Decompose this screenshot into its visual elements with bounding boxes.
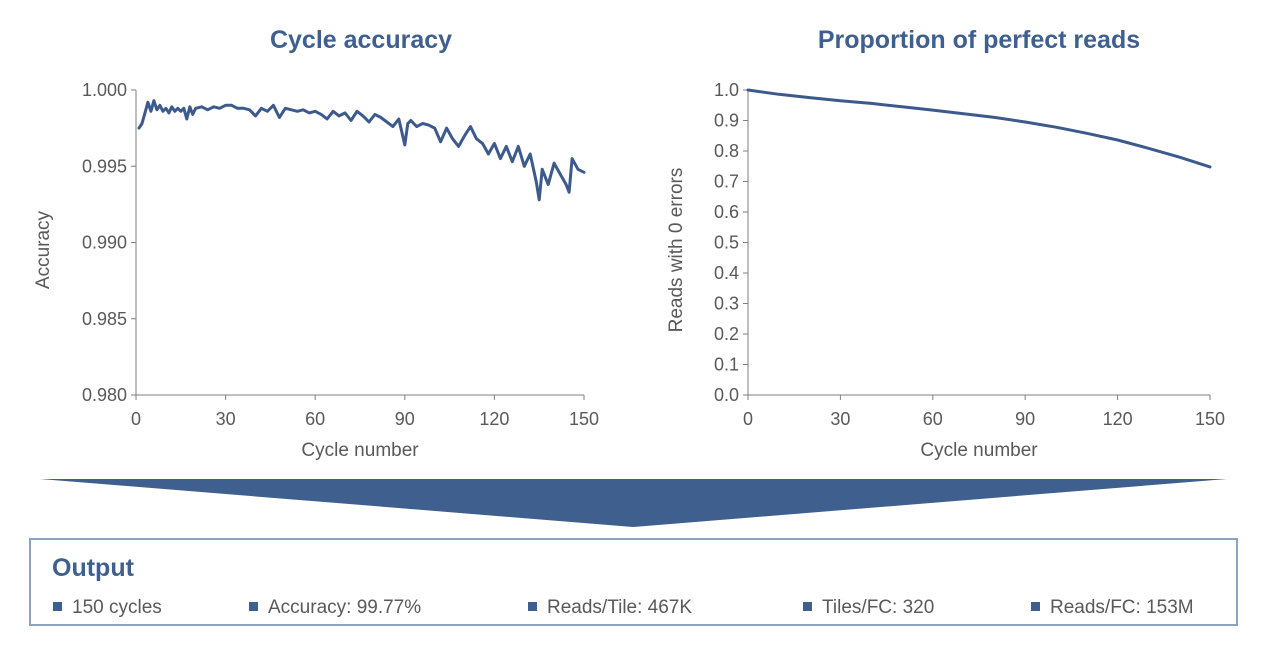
x-tick-label: 90 [1015,409,1035,429]
y-tick-label: 0.2 [714,324,739,344]
series-line [746,88,1212,169]
square-bullet-icon [1031,602,1040,611]
x-tick-label: 150 [1195,409,1225,429]
perfect-reads-chart: 0.0 0.1 0.2 0.3 0.4 0.5 0.6 0.7 0.8 0.9 1.0 0 30 60 90… [666,80,1225,461]
y-tick-label: 0.995 [82,156,127,176]
y-tick-label: 0.3 [714,294,739,314]
output-item-reads-per-fc: Reads/FC: 153M [1031,597,1194,619]
square-bullet-icon [803,602,812,611]
square-bullet-icon [53,602,62,611]
y-tick-label: 1.000 [82,80,127,100]
x-tick-label: 90 [395,409,415,429]
chart-title-perfect-reads: Proportion of perfect reads [817,26,1141,54]
y-tick-label: 0.985 [82,309,127,329]
y-tick-label: 0.990 [82,233,127,253]
square-bullet-icon [528,602,537,611]
y-tick-label: 0.1 [714,355,739,375]
y-tick-label: 0.7 [714,172,739,192]
output-item-label: Accuracy: 99.77% [268,597,422,618]
square-bullet-icon [249,602,258,611]
y-tick-label: 1.0 [714,80,739,100]
output-item-reads-per-tile: Reads/Tile: 467K [528,597,692,619]
x-tick-label: 30 [830,409,850,429]
x-tick-label: 120 [1103,409,1133,429]
x-tick-label: 0 [131,409,141,429]
x-tick-label: 150 [569,409,599,429]
series-line [137,99,586,202]
y-tick-label: 0.9 [714,111,739,131]
y-tick-label: 0.4 [714,263,739,283]
output-title: Output [52,554,134,582]
output-item-tiles-per-fc: Tiles/FC: 320 [803,597,934,619]
y-axis-label: Reads with 0 errors [666,168,687,333]
chart-title-cycle-accuracy: Cycle accuracy [269,26,453,54]
y-tick-label: 0.5 [714,233,739,253]
x-tick-label: 0 [743,409,753,429]
output-item-label: Reads/FC: 153M [1050,597,1194,618]
output-item-label: Reads/Tile: 467K [547,597,693,618]
output-item-label: Tiles/FC: 320 [822,597,935,618]
output-item-accuracy: Accuracy: 99.77% [249,597,421,619]
output-item-cycles: 150 cycles [53,597,162,619]
output-panel: Output 150 cycles Accuracy: 99.77% Reads… [29,538,1238,626]
x-tick-label: 120 [479,409,509,429]
y-tick-label: 0.0 [714,385,739,405]
down-arrow-banner [40,479,1227,527]
y-tick-label: 0.8 [714,141,739,161]
x-axis-label: Cycle number [301,440,419,461]
y-axis-label: Accuracy [33,210,54,289]
cycle-accuracy-chart: 0.980 0.985 0.990 0.995 1.000 0 30 60 90 120 150 Cy… [33,80,599,461]
x-tick-label: 30 [216,409,236,429]
output-item-label: 150 cycles [72,597,162,618]
x-tick-label: 60 [305,409,325,429]
y-tick-label: 0.980 [82,385,127,405]
y-tick-label: 0.6 [714,202,739,222]
x-tick-label: 60 [923,409,943,429]
x-axis-label: Cycle number [920,440,1038,461]
